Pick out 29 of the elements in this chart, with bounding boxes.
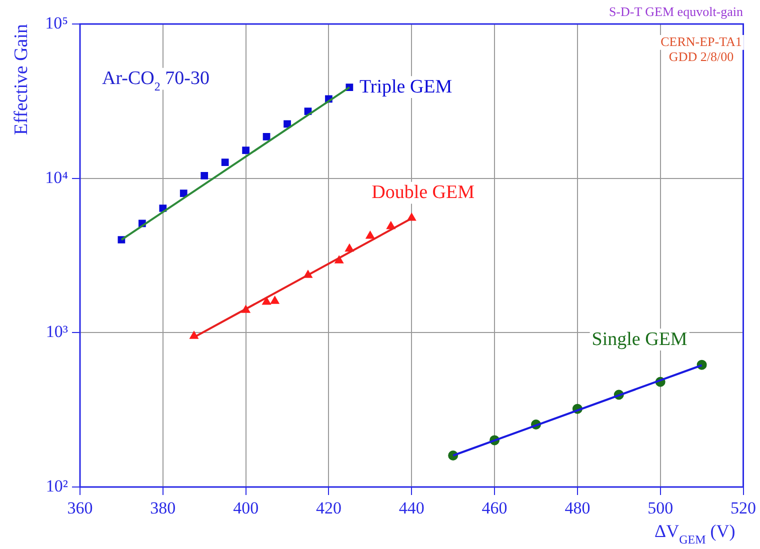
point [262,297,271,305]
annotation: CERN-EP-TA1 GDD 2/8/00 [660,34,742,64]
point [190,331,198,339]
point [200,172,208,180]
y-tick-label: 10⁵ [45,13,68,32]
x-tick-label: 460 [482,498,508,518]
text: S-D-T GEM equvolt-gain [608,4,744,19]
series-label: Triple GEM [359,76,452,98]
x-tick-label: 440 [398,498,424,518]
x-tick-label: 420 [316,498,342,518]
x-tick-label: 480 [564,498,590,518]
x-tick-label: 380 [150,498,176,518]
series-label: Single GEM [592,328,688,350]
y-tick-label: 10³ [46,322,68,342]
point [180,190,188,197]
series-label: Double GEM [372,182,475,204]
x-tick-label: 400 [233,498,259,518]
point [270,296,280,304]
point [262,133,270,140]
x-tick-label: 360 [67,498,93,518]
point [221,158,229,166]
point [366,231,375,239]
y-tick-label: 10⁴ [45,168,68,187]
x-tick-label: 520 [730,498,756,518]
point [284,120,291,128]
y-axis-title: Effective Gain [11,24,32,135]
point [242,146,250,154]
x-tick-label: 500 [648,498,674,518]
y-tick-label: 10² [46,476,68,496]
